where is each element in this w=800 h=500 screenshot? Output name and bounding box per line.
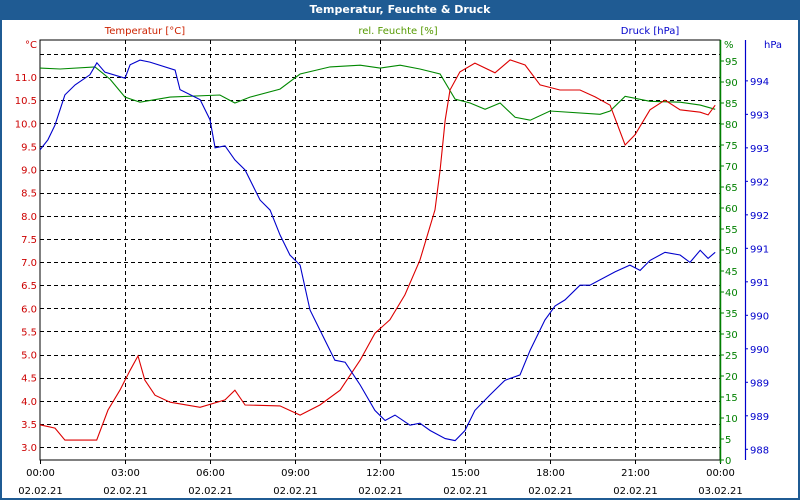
humidity-tick-label: 30	[725, 330, 738, 341]
pressure-tick-label: 990	[750, 345, 769, 356]
x-tick-date: 03.02.21	[698, 486, 743, 497]
pressure-tick-label: 989	[750, 378, 769, 389]
temperature-tick-label: 3.0	[21, 443, 37, 454]
legend-label-pressure: Druck [hPa]	[621, 26, 680, 37]
line-chart: 00:00 02.02.21 03:00 02.02.21 06:00 02.02.21 0…	[15, 26, 782, 497]
temperature-tick-label: 4.5	[21, 374, 37, 385]
series-line-humidity	[39, 64, 716, 121]
humidity-tick-label: 95	[725, 57, 738, 68]
humidity-tick-label: 0	[725, 456, 731, 467]
x-tick-date: 02.02.21	[358, 486, 403, 497]
x-tick-time: 12:00	[366, 468, 395, 479]
temperature-tick-label: 10.5	[15, 96, 37, 107]
x-tick-date: 02.02.21	[18, 486, 63, 497]
humidity-tick-label: 45	[725, 267, 738, 278]
humidity-tick-label: 15	[725, 393, 738, 404]
x-tick-time: 18:00	[536, 468, 565, 479]
x-tick-time: 03:00	[111, 468, 140, 479]
temperature-tick-label: 6.5	[21, 281, 37, 292]
temperature-tick-label: 7.0	[21, 258, 37, 269]
pressure-tick-label: 988	[750, 445, 769, 456]
pressure-tick-label: 992	[750, 211, 769, 222]
humidity-tick-label: 40	[725, 288, 738, 299]
humidity-tick-label: 20	[725, 372, 738, 383]
humidity-tick-label: 75	[725, 141, 738, 152]
temperature-tick-label: 8.5	[21, 189, 37, 200]
temperature-unit-label: °C	[25, 40, 37, 51]
x-tick-time: 06:00	[196, 468, 225, 479]
humidity-tick-label: 85	[725, 99, 738, 110]
pressure-tick-label: 989	[750, 412, 769, 423]
pressure-tick-label: 994	[750, 77, 769, 88]
pressure-unit-label: hPa	[764, 40, 782, 51]
x-tick-date: 02.02.21	[613, 486, 658, 497]
humidity-tick-label: 65	[725, 183, 738, 194]
humidity-tick-label: 10	[725, 414, 738, 425]
humidity-tick-label: 60	[725, 204, 738, 215]
temperature-tick-label: 10.0	[15, 119, 37, 130]
humidity-tick-label: 25	[725, 351, 738, 362]
humidity-tick-label: 80	[725, 120, 738, 131]
temperature-tick-label: 3.5	[21, 420, 37, 431]
x-tick-time: 09:00	[281, 468, 310, 479]
x-tick-time: 00:00	[26, 468, 55, 479]
x-tick-date: 02.02.21	[273, 486, 318, 497]
temperature-tick-label: 9.0	[21, 166, 37, 177]
series-line-temperature	[39, 59, 716, 441]
x-tick-time: 15:00	[451, 468, 480, 479]
window-title: Temperatur, Feuchte & Druck	[309, 3, 491, 16]
x-tick-time: 00:00	[706, 468, 735, 479]
humidity-tick-label: 55	[725, 225, 738, 236]
humidity-tick-label: 70	[725, 162, 738, 173]
humidity-tick-label: 50	[725, 246, 738, 257]
pressure-tick-label: 991	[750, 244, 769, 255]
humidity-tick-label: 35	[725, 309, 738, 320]
pressure-tick-label: 993	[750, 110, 769, 121]
pressure-tick-label: 992	[750, 177, 769, 188]
temperature-tick-label: 7.5	[21, 235, 37, 246]
temperature-tick-label: 9.5	[21, 142, 37, 153]
humidity-tick-label: 5	[725, 435, 731, 446]
temperature-tick-label: 11.0	[15, 73, 37, 84]
temperature-tick-label: 4.0	[21, 397, 37, 408]
pressure-tick-label: 993	[750, 144, 769, 155]
temperature-tick-label: 5.5	[21, 327, 37, 338]
pressure-tick-label: 991	[750, 278, 769, 289]
humidity-tick-label: 90	[725, 78, 738, 89]
legend-label-humidity: rel. Feuchte [%]	[358, 26, 437, 37]
temperature-tick-label: 5.0	[21, 351, 37, 362]
temperature-tick-label: 8.0	[21, 212, 37, 223]
temperature-tick-label: 6.0	[21, 304, 37, 315]
x-tick-date: 02.02.21	[103, 486, 148, 497]
x-tick-date: 02.02.21	[528, 486, 573, 497]
legend-label-temperature: Temperatur [°C]	[104, 26, 185, 37]
chart-area: 00:00 02.02.21 03:00 02.02.21 06:00 02.02.21 0…	[2, 20, 798, 498]
x-tick-date: 02.02.21	[188, 486, 233, 497]
humidity-unit-label: %	[724, 40, 734, 51]
x-tick-time: 21:00	[621, 468, 650, 479]
pressure-tick-label: 990	[750, 311, 769, 322]
x-tick-date: 02.02.21	[443, 486, 488, 497]
series-line-pressure	[39, 59, 716, 442]
